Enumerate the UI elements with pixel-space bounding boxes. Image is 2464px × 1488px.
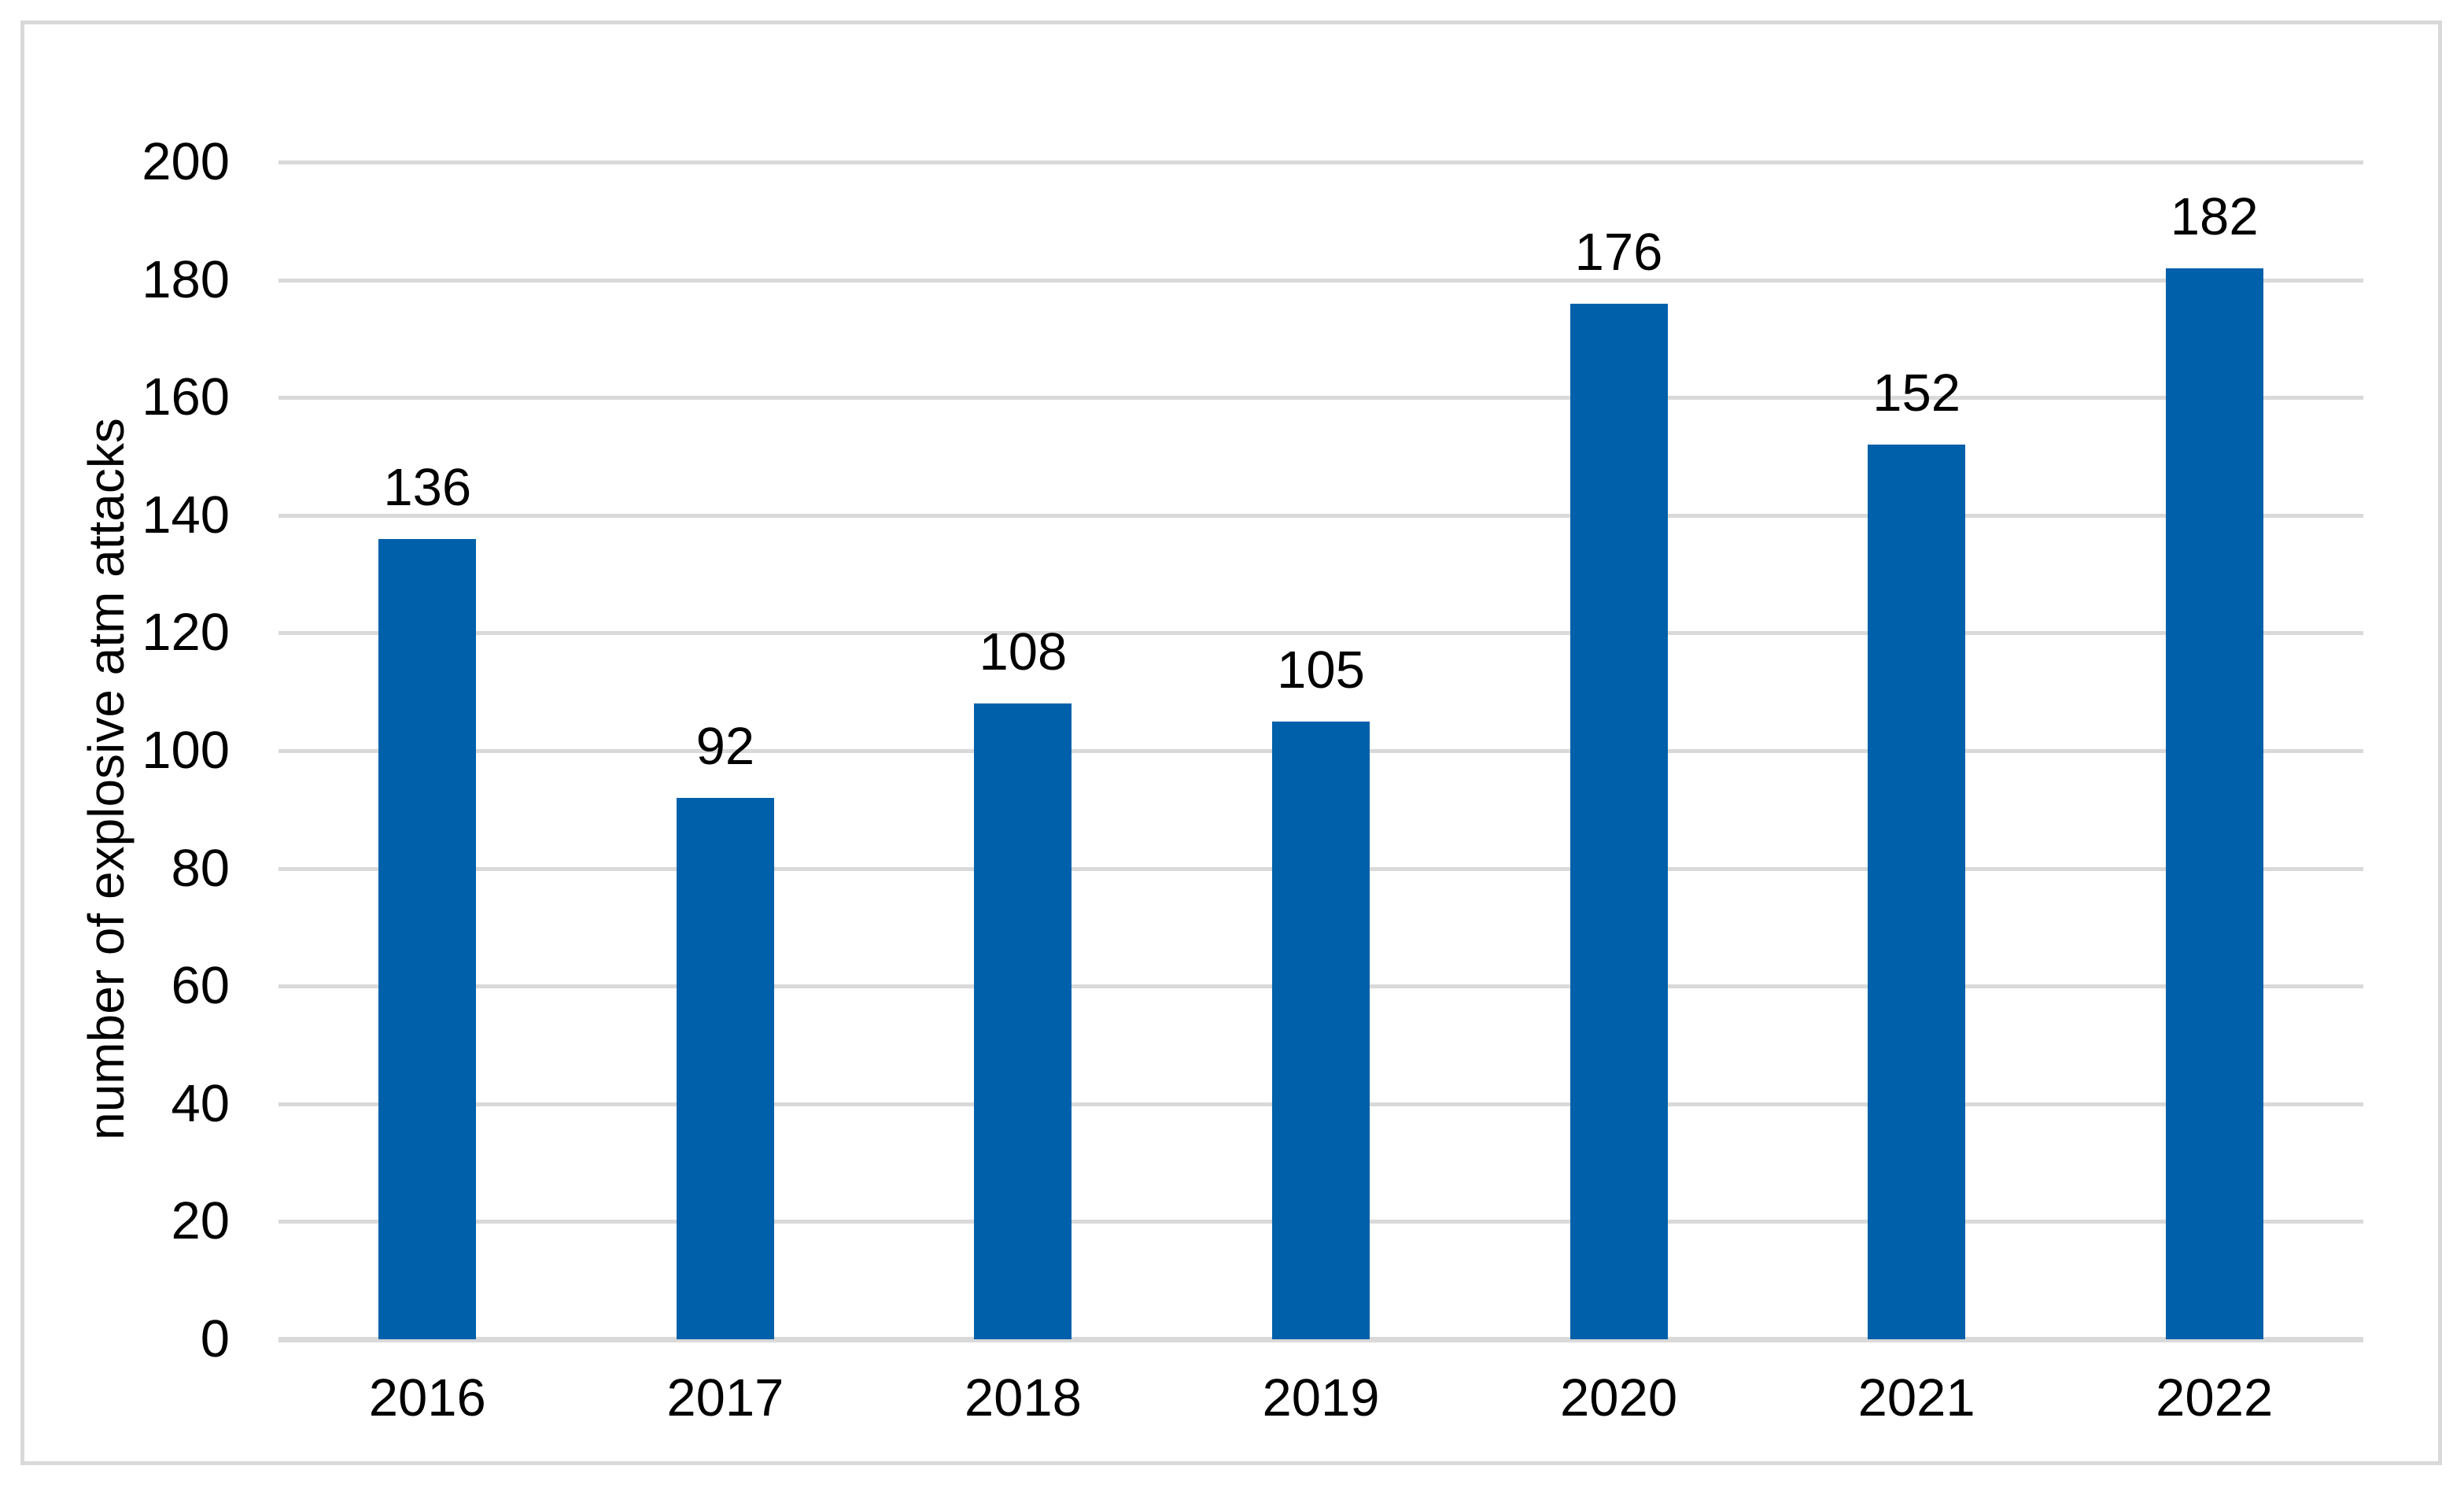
y-tick-label: 160 — [142, 367, 230, 427]
y-tick-label: 0 — [200, 1309, 230, 1368]
y-tick-label: 60 — [171, 956, 230, 1016]
x-tick-label-2020: 2020 — [1560, 1368, 1678, 1427]
bar-2018 — [974, 703, 1072, 1339]
y-tick-label: 100 — [142, 721, 230, 780]
y-tick-label: 180 — [142, 249, 230, 309]
value-label-2020: 176 — [1574, 222, 1663, 282]
y-tick-label: 140 — [142, 485, 230, 545]
x-tick-label-2021: 2021 — [1857, 1368, 1975, 1427]
bar-2020 — [1570, 303, 1668, 1339]
x-axis-line — [278, 1337, 2363, 1342]
gridline — [278, 278, 2363, 282]
y-tick-label: 20 — [171, 1191, 230, 1251]
value-label-2022: 182 — [2170, 186, 2259, 246]
value-label-2019: 105 — [1277, 640, 1365, 700]
x-tick-label-2016: 2016 — [368, 1368, 486, 1427]
x-tick-label-2019: 2019 — [1262, 1368, 1380, 1427]
bar-2022 — [2165, 268, 2263, 1339]
y-tick-label: 200 — [142, 132, 230, 191]
y-tick-label: 40 — [171, 1073, 230, 1133]
gridline — [278, 161, 2363, 164]
y-tick-label: 80 — [171, 838, 230, 898]
gridline — [278, 513, 2363, 518]
value-label-2021: 152 — [1872, 364, 1961, 423]
value-label-2016: 136 — [383, 457, 472, 517]
gridline — [278, 396, 2363, 401]
gridline — [278, 631, 2363, 636]
value-label-2017: 92 — [695, 716, 755, 776]
bar-2021 — [1868, 445, 1966, 1339]
bar-2017 — [676, 797, 774, 1339]
value-label-2018: 108 — [979, 622, 1068, 682]
x-tick-label-2022: 2022 — [2156, 1368, 2274, 1427]
bar-2019 — [1272, 721, 1370, 1339]
bar-2016 — [378, 538, 477, 1339]
y-tick-label: 120 — [142, 603, 230, 663]
x-tick-label-2018: 2018 — [964, 1368, 1082, 1427]
x-tick-label-2017: 2017 — [666, 1368, 784, 1427]
